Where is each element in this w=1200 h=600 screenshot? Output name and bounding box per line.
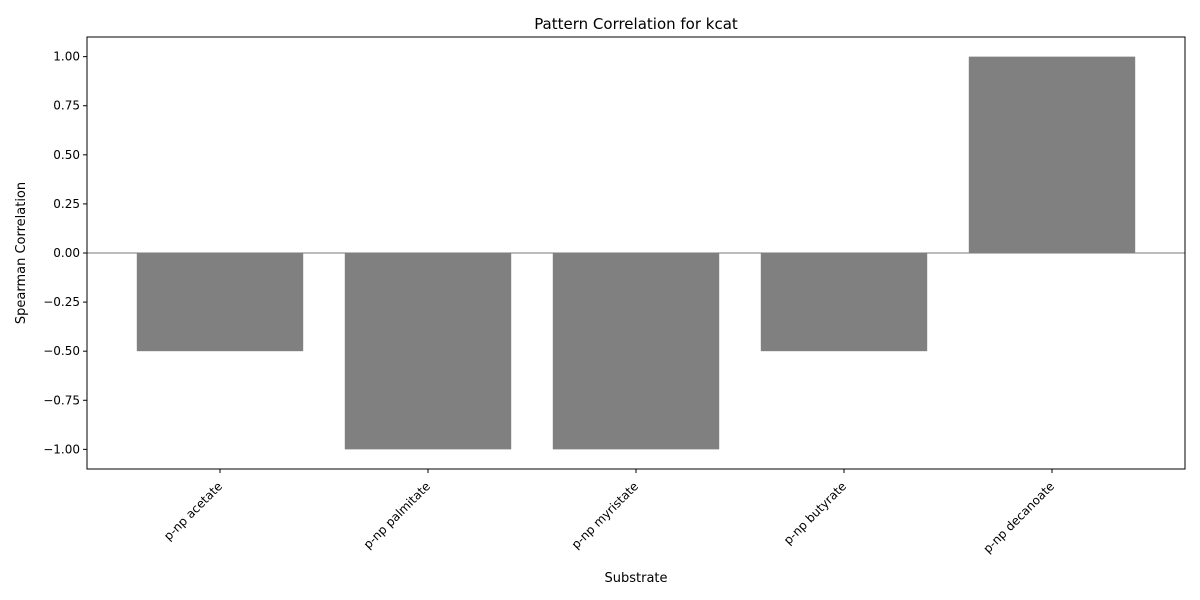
bars <box>136 56 1136 450</box>
y-axis-ticks: −1.00 −0.75 −0.50 −0.25 0.00 0.25 0.50 0.75 1.00 <box>43 50 87 456</box>
x-tick-label: p-np acetate <box>161 479 225 543</box>
x-tick-label: p-np decanoate <box>981 479 1058 556</box>
y-tick-label: 0.75 <box>53 99 80 113</box>
bar <box>344 253 512 450</box>
bar <box>968 56 1136 253</box>
y-tick-label: 0.25 <box>53 197 80 211</box>
y-tick-label: 0.00 <box>53 246 80 260</box>
y-tick-label: −0.75 <box>43 393 80 407</box>
bar <box>552 253 720 450</box>
x-tick-label: p-np palmitate <box>361 479 433 551</box>
y-tick-label: 1.00 <box>53 50 80 64</box>
x-axis-title: Substrate <box>604 571 667 586</box>
y-tick-label: −0.25 <box>43 295 80 309</box>
x-tick-label: p-np butyrate <box>781 479 849 547</box>
y-tick-label: −1.00 <box>43 442 80 456</box>
x-tick-label: p-np myristate <box>569 479 641 551</box>
y-tick-label: −0.50 <box>43 344 80 358</box>
y-axis-title: Spearman Correlation <box>14 182 29 324</box>
bar <box>760 253 928 352</box>
y-tick-label: 0.50 <box>53 148 80 162</box>
bar <box>136 253 304 352</box>
chart-title: Pattern Correlation for kcat <box>534 15 738 33</box>
x-axis-ticks: p-np acetate p-np palmitate p-np myristate… <box>161 469 1057 556</box>
